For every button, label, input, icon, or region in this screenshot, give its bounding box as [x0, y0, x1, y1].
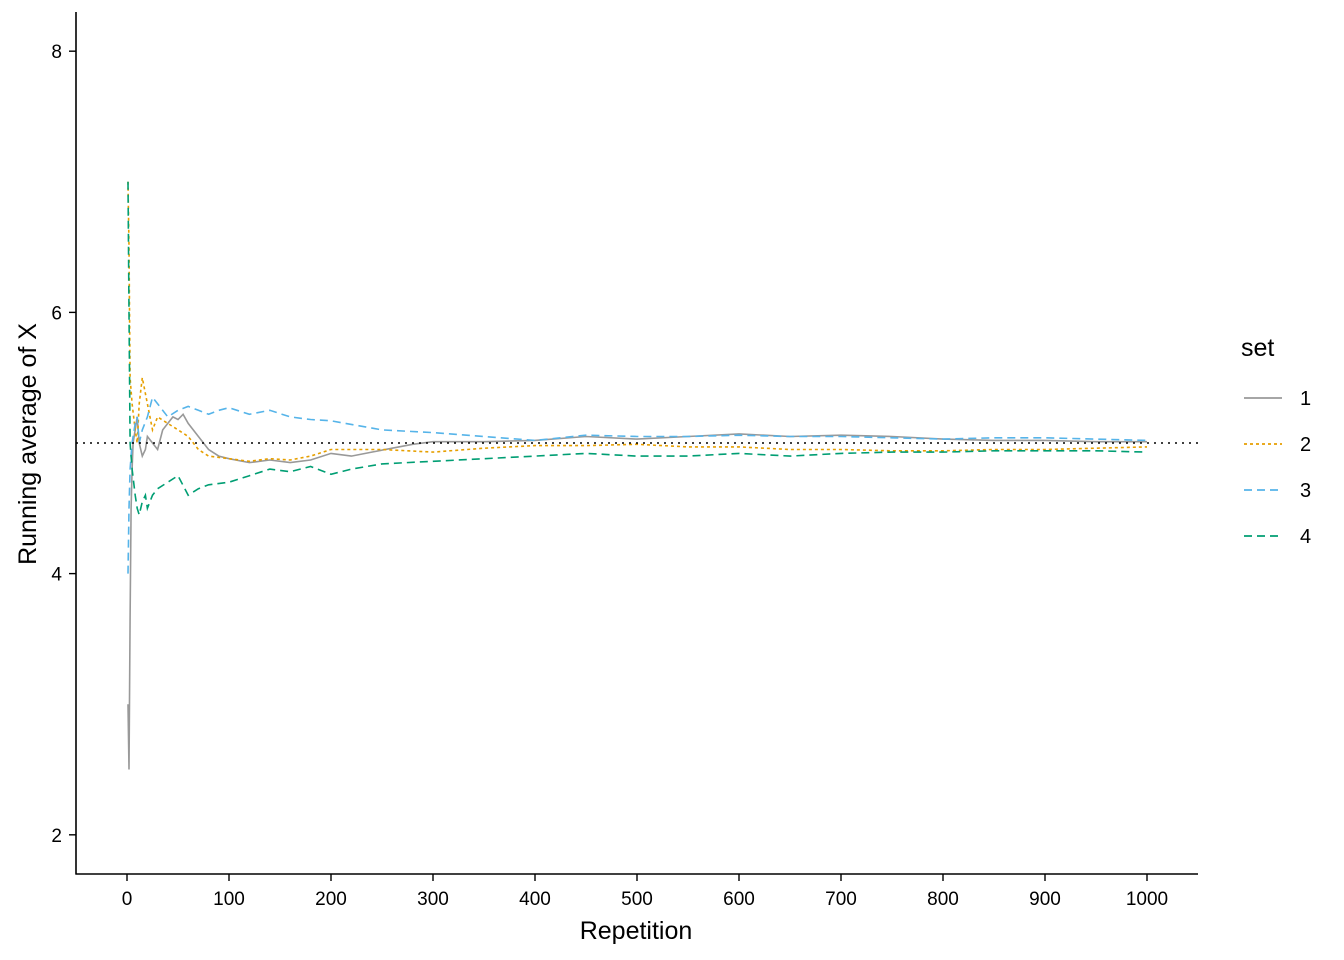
y-tick-label: 6 — [51, 303, 62, 324]
legend-label-1: 1 — [1300, 388, 1311, 410]
x-tick-label: 500 — [621, 889, 653, 910]
x-tick-label: 100 — [213, 889, 245, 910]
x-tick-label: 400 — [519, 889, 551, 910]
x-tick-label: 1000 — [1126, 889, 1168, 910]
y-tick-label: 2 — [51, 826, 62, 847]
x-tick-label: 600 — [723, 889, 755, 910]
x-tick-label: 0 — [122, 889, 133, 910]
x-tick-label: 900 — [1029, 889, 1061, 910]
y-axis-title: Running average of X — [14, 323, 42, 565]
y-tick-label: 4 — [51, 565, 62, 586]
x-axis-title: Repetition — [580, 917, 693, 945]
series-line-2 — [127, 181, 1148, 463]
y-tick-label: 8 — [51, 42, 62, 63]
axes: 0 100 200 300 400 500 600 700 800 900 1000 2 4 6 8 — [51, 12, 1198, 910]
series-layer — [127, 181, 1148, 770]
legend-title: set — [1241, 334, 1274, 362]
legend-label-3: 3 — [1300, 480, 1311, 502]
series-line-1 — [127, 412, 1147, 770]
legend-label-2: 2 — [1300, 434, 1311, 456]
series-line-3 — [127, 395, 1148, 574]
x-tick-label: 300 — [417, 889, 449, 910]
legend: set 1 2 3 4 — [1241, 334, 1311, 548]
series-line-4 — [127, 181, 1148, 518]
legend-label-4: 4 — [1300, 526, 1311, 548]
x-tick-label: 800 — [927, 889, 959, 910]
x-tick-label: 700 — [825, 889, 857, 910]
x-tick-label: 200 — [315, 889, 347, 910]
